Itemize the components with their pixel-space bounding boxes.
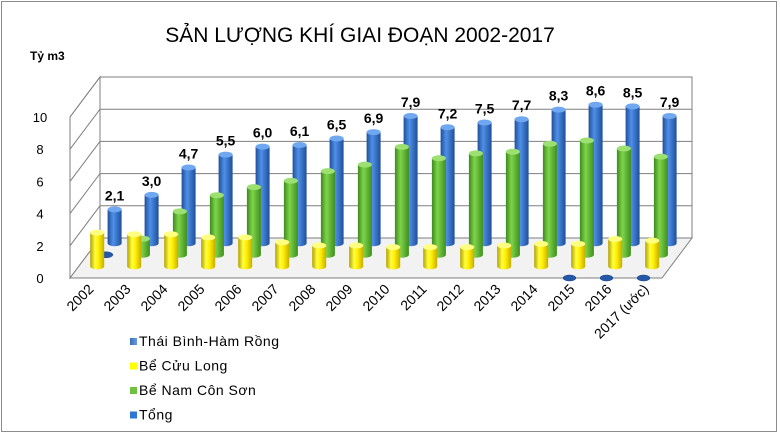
bar-bể-cửu-long-2010 [386,244,401,270]
legend-swatch [130,338,137,345]
bar-bể-cửu-long-2014 [534,240,549,270]
y-tick-label: 6 [36,174,43,189]
bar-bể-nam-côn-sơn-2008 [320,168,335,258]
bar-bể-nam-côn-sơn-2013 [505,148,520,258]
y-axis-ticks: 0 2 4 6 8 10 [33,110,47,286]
gridline [69,76,692,118]
gridline [69,140,692,182]
bar-bể-cửu-long-2012 [460,244,475,270]
total-data-label: 4,7 [179,146,199,162]
bar-bể-cửu-long-2016 [608,236,623,270]
y-axis-unit: Tỷ m3 [30,49,65,63]
bar-bể-cửu-long-2013 [497,242,512,270]
total-data-label: 5,5 [216,133,236,149]
legend-item: Bể Cửu Long [130,358,228,374]
bar-tổng-2003 [144,191,159,247]
total-data-label: 7,9 [660,94,680,110]
x-tick-label: 2012 [433,281,466,314]
total-data-label: 6,9 [364,110,384,126]
legend-item: Thái Bình-Hàm Rồng [130,333,280,349]
legend-label: Tổng [139,407,173,423]
bar-bể-nam-côn-sơn-2010 [394,143,409,258]
x-tick-label: 2011 [397,281,430,314]
x-tick-label: 2009 [322,281,355,314]
x-tick-label: 2006 [211,281,244,314]
total-data-label: 2,1 [105,187,125,203]
total-data-label: 7,7 [512,97,532,113]
bar-bể-cửu-long-2006 [238,234,253,270]
legend-swatch [130,411,137,419]
bar-bể-nam-côn-sơn-2009 [357,161,372,258]
bar-thái-bình-hàm-rồng-2015 [562,274,577,282]
y-tick-label: 10 [33,110,47,125]
total-data-label: 7,9 [401,94,421,110]
bar-bể-cửu-long-2015 [571,240,586,270]
legend-label: Bể Cửu Long [139,358,228,374]
bar-bể-cửu-long-2007 [275,239,290,270]
legend-label: Thái Bình-Hàm Rồng [139,333,280,349]
bar-bể-nam-côn-sơn-2016 [616,145,631,258]
legend-swatch [130,362,137,370]
y-tick-label: 2 [36,239,43,254]
legend-swatch [130,387,137,394]
bar-bể-nam-côn-sơn-2011 [431,155,446,258]
bar-bể-cửu-long-2004 [164,231,179,270]
bar-bể-cửu-long-2008 [312,242,327,270]
total-data-label: 7,2 [438,105,458,121]
x-tick-label: 2008 [285,281,318,314]
bar-bể-cửu-long-2003 [127,231,142,270]
total-data-label: 3,0 [142,173,162,189]
bar-thái-bình-hàm-rồng-2017-(ước) [636,274,651,282]
bar-bể-cửu-long-2002 [90,229,105,270]
x-tick-label: 2016 [581,281,614,314]
bar-bể-nam-côn-sơn-2012 [468,150,483,258]
bar-bể-cửu-long-2011 [423,244,438,270]
total-data-label: 8,3 [549,88,569,104]
bar-bể-nam-côn-sơn-2015 [579,137,594,258]
x-tick-label: 2003 [100,281,133,314]
chart-title: SẢN LƯỢNG KHÍ GIAI ĐOẠN 2002-2017 [165,24,555,47]
total-data-label: 6,0 [253,125,273,141]
legend: Thái Bình-Hàm Rồng Bể Cửu Long Bể Nam Côn … [130,333,280,423]
x-tick-label: 2014 [507,281,540,314]
total-data-label: 8,5 [623,84,643,100]
legend-label: Bể Nam Côn Sơn [139,382,256,398]
bar-bể-cửu-long-2017-(ước) [645,237,660,270]
total-data-label: 8,6 [586,83,606,99]
bar-bể-cửu-long-2009 [349,242,364,270]
bar-bể-nam-côn-sơn-2007 [283,177,298,258]
legend-item: Tổng [130,407,173,423]
bar-thái-bình-hàm-rồng-2016 [599,274,614,282]
x-tick-label: 2013 [470,281,503,314]
x-tick-label: 2004 [137,281,170,314]
total-data-label: 7,5 [475,100,495,116]
total-data-label: 6,1 [290,123,310,139]
x-tick-label: 2010 [359,281,392,314]
bars [90,101,677,282]
data-labels: 2,1 3,0 4,7 5,5 6,0 6,1 6,5 6,9 7,9 7,2 7,5 7,7 8,3 8… [105,83,680,204]
bar-bể-nam-côn-sơn-2014 [542,140,557,258]
x-tick-label: 2007 [248,281,281,314]
legend-item: Bể Nam Côn Sơn [130,382,256,398]
bar-bể-cửu-long-2005 [201,234,216,270]
bar-bể-nam-côn-sơn-2017-(ước) [653,153,668,258]
y-tick-label: 0 [36,271,43,286]
gridline [69,173,692,214]
bar-tổng-2002 [107,206,122,247]
x-tick-label: 2002 [63,281,96,314]
total-data-label: 6,5 [327,117,347,133]
gridline [69,108,692,150]
gridline [69,205,692,247]
x-tick-label: 2015 [544,281,577,314]
y-tick-label: 4 [36,207,43,222]
y-tick-label: 8 [36,142,43,157]
x-tick-label: 2005 [174,281,207,314]
